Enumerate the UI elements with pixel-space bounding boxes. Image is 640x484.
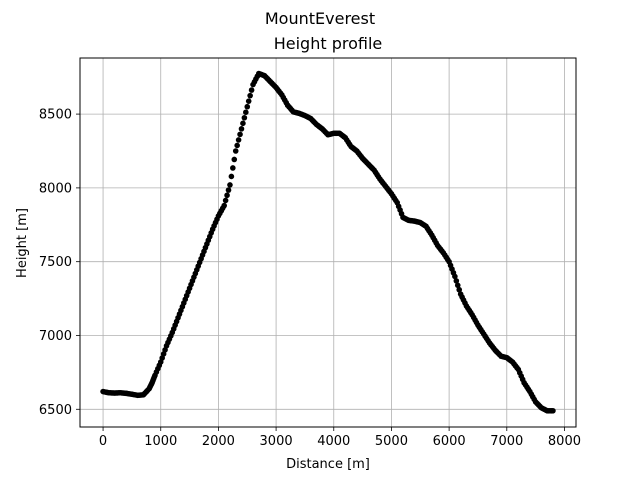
data-point (243, 109, 249, 116)
plot-frame (79, 57, 577, 428)
x-tick-label: 5000 (375, 434, 408, 449)
data-point (227, 182, 233, 188)
x-tick-label: 6000 (433, 434, 466, 449)
data-point (454, 282, 461, 289)
data-point (248, 87, 255, 93)
data-point (232, 148, 239, 154)
data-point (225, 187, 232, 193)
x-tick-label: 7000 (490, 434, 523, 449)
data-point (245, 98, 252, 104)
data-point (241, 114, 248, 121)
x-axis-label: Distance [m] (286, 457, 370, 472)
data-point (237, 131, 243, 138)
chart-title: Height profile (274, 34, 383, 53)
data-point (230, 165, 236, 171)
data-series (100, 70, 556, 414)
chart-suptitle: MountEverest (265, 9, 375, 28)
data-point (228, 173, 235, 180)
data-point (238, 126, 245, 132)
data-point (452, 273, 458, 280)
x-tick-label: 1000 (144, 434, 177, 449)
y-axis-label: Height [m] (15, 208, 30, 278)
x-tick-label: 4000 (317, 434, 350, 449)
axis-ticks: 0 1000 2000 3000 4000 5000 6000 7000 8000 6500 700… (39, 108, 581, 449)
data-point (231, 156, 238, 163)
data-point (222, 197, 229, 204)
data-point (224, 192, 230, 199)
y-tick-label: 8000 (39, 181, 72, 196)
data-point (456, 286, 463, 293)
data-point (221, 202, 227, 209)
data-point (550, 407, 556, 414)
x-tick-label: 2000 (202, 434, 235, 449)
data-point (235, 137, 242, 143)
grid-layer (80, 58, 576, 427)
y-tick-label: 8500 (39, 108, 72, 123)
x-tick-label: 3000 (260, 434, 293, 449)
data-point (244, 103, 251, 110)
data-point (240, 120, 246, 127)
data-point (234, 142, 240, 149)
data-point (453, 278, 460, 284)
data-point (247, 92, 253, 99)
y-tick-label: 6500 (39, 403, 72, 418)
x-tick-label: 0 (99, 434, 107, 449)
y-tick-label: 7000 (39, 329, 72, 344)
x-tick-label: 8000 (548, 434, 581, 449)
y-tick-label: 7500 (39, 255, 72, 270)
